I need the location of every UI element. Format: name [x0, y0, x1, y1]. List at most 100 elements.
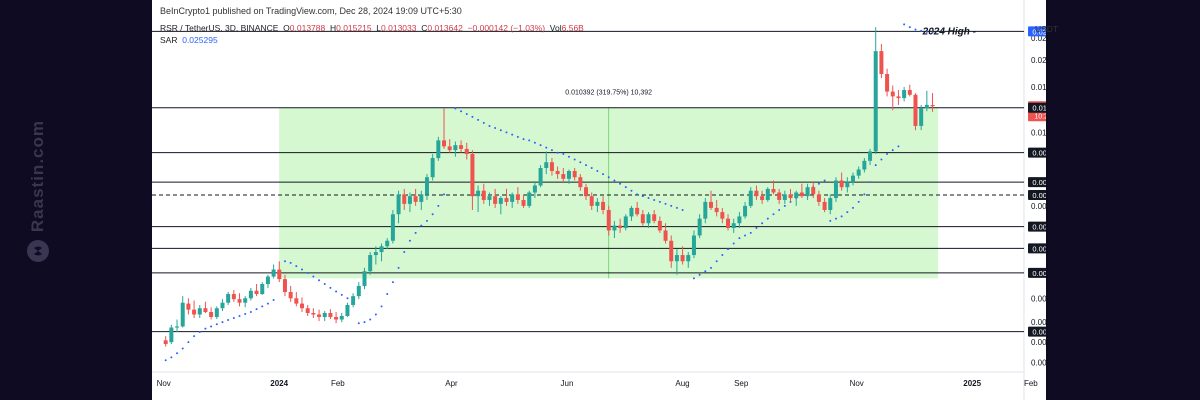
- candle-body-up[interactable]: [629, 207, 634, 217]
- candle-body-down[interactable]: [413, 196, 418, 202]
- level-price-tag[interactable]: [1028, 177, 1046, 188]
- candle-body-up[interactable]: [743, 205, 748, 217]
- candle-body-down[interactable]: [470, 154, 475, 197]
- candle-body-down[interactable]: [402, 194, 407, 204]
- candle-body-up[interactable]: [214, 308, 219, 317]
- candle-body-up[interactable]: [339, 315, 344, 320]
- candle-body-up[interactable]: [873, 51, 878, 152]
- candle-body-up[interactable]: [828, 198, 833, 210]
- candle-body-down[interactable]: [254, 290, 259, 295]
- candle-body-down[interactable]: [879, 51, 884, 75]
- candle-body-up[interactable]: [782, 194, 787, 200]
- candle-body-up[interactable]: [674, 255, 679, 262]
- candle-body-down[interactable]: [760, 196, 765, 200]
- level-price-tag[interactable]: [1028, 102, 1046, 113]
- candle-body-down[interactable]: [186, 303, 191, 310]
- candle-body-down[interactable]: [328, 313, 333, 317]
- candle-body-up[interactable]: [345, 304, 350, 316]
- candle-body-down[interactable]: [504, 198, 509, 202]
- candle-body-down[interactable]: [720, 212, 725, 219]
- level-price-tag[interactable]: [1028, 243, 1046, 254]
- candle-body-down[interactable]: [311, 313, 316, 315]
- candle-body-down[interactable]: [913, 94, 918, 126]
- candle-body-up[interactable]: [271, 269, 276, 277]
- candle-body-up[interactable]: [527, 192, 532, 206]
- candle-body-up[interactable]: [476, 190, 481, 197]
- candle-body-down[interactable]: [799, 192, 804, 197]
- candle-body-down[interactable]: [584, 187, 589, 197]
- candle-body-down[interactable]: [890, 91, 895, 97]
- candle-body-up[interactable]: [243, 298, 248, 303]
- candle-body-up[interactable]: [833, 180, 838, 199]
- candle-body-down[interactable]: [726, 218, 731, 228]
- candle-body-down[interactable]: [680, 255, 685, 262]
- candle-body-down[interactable]: [163, 340, 168, 345]
- candle-body-down[interactable]: [572, 170, 577, 178]
- candle-body-down[interactable]: [754, 190, 759, 197]
- candle-body-up[interactable]: [175, 326, 180, 328]
- candle-body-up[interactable]: [220, 302, 225, 309]
- level-price-tag[interactable]: [1028, 221, 1046, 232]
- candle-body-up[interactable]: [226, 294, 231, 303]
- candle-body-up[interactable]: [902, 90, 907, 99]
- candle-body-up[interactable]: [373, 252, 378, 256]
- candle-body-down[interactable]: [930, 104, 935, 107]
- candle-body-down[interactable]: [561, 174, 566, 179]
- candle-body-down[interactable]: [231, 294, 236, 300]
- candle-body-down[interactable]: [237, 299, 242, 303]
- candle-body-up[interactable]: [356, 285, 361, 297]
- candle-body-up[interactable]: [498, 198, 503, 204]
- candle-body-up[interactable]: [510, 194, 515, 202]
- level-price-tag[interactable]: [1028, 267, 1046, 278]
- candle-body-down[interactable]: [277, 269, 282, 280]
- candle-body-down[interactable]: [822, 201, 827, 210]
- symbol-label[interactable]: RSR / TetherUS, 3D, BINANCE: [160, 23, 279, 33]
- candle-body-up[interactable]: [794, 192, 799, 199]
- candle-body-down[interactable]: [811, 187, 816, 195]
- candle-body-up[interactable]: [430, 158, 435, 178]
- level-price-tag[interactable]: [1028, 190, 1046, 201]
- candle-body-up[interactable]: [765, 188, 770, 200]
- candle-body-up[interactable]: [390, 214, 395, 241]
- candle-body-up[interactable]: [265, 276, 270, 285]
- candle-body-up[interactable]: [260, 284, 265, 295]
- candle-body-down[interactable]: [493, 196, 498, 204]
- candle-body-down[interactable]: [640, 214, 645, 224]
- candle-body-down[interactable]: [618, 225, 623, 228]
- candle-body-up[interactable]: [566, 170, 571, 179]
- candle-body-up[interactable]: [703, 201, 708, 219]
- level-price-tag[interactable]: [1028, 147, 1046, 158]
- candle-body-down[interactable]: [334, 316, 339, 320]
- candle-body-down[interactable]: [578, 177, 583, 188]
- candle-body-up[interactable]: [368, 255, 373, 272]
- candle-body-down[interactable]: [464, 148, 469, 155]
- candle-body-down[interactable]: [635, 207, 640, 215]
- candle-body-down[interactable]: [555, 170, 560, 175]
- candle-body-down[interactable]: [601, 201, 606, 210]
- candle-body-down[interactable]: [481, 190, 486, 200]
- candle-body-up[interactable]: [868, 151, 873, 161]
- candle-body-up[interactable]: [379, 246, 384, 253]
- candle-body-down[interactable]: [606, 209, 611, 231]
- candle-body-down[interactable]: [652, 214, 657, 221]
- candle-body-up[interactable]: [487, 196, 492, 200]
- candle-body-up[interactable]: [851, 175, 855, 183]
- candle-body-up[interactable]: [424, 177, 429, 195]
- candle-body-up[interactable]: [737, 216, 742, 224]
- candle-body-down[interactable]: [294, 298, 299, 304]
- candle-body-up[interactable]: [351, 296, 356, 305]
- candle-body-up[interactable]: [805, 187, 810, 197]
- candle-body-up[interactable]: [612, 225, 617, 231]
- candle-body-up[interactable]: [419, 194, 424, 202]
- candle-body-up[interactable]: [862, 160, 867, 170]
- candle-body-down[interactable]: [663, 230, 668, 241]
- candle-body-up[interactable]: [385, 240, 390, 247]
- candle-body-up[interactable]: [919, 108, 924, 126]
- sar-price-tag[interactable]: [1028, 26, 1046, 37]
- candle-body-down[interactable]: [317, 314, 322, 317]
- candle-body-up[interactable]: [532, 185, 537, 193]
- candle-body-down[interactable]: [589, 196, 594, 206]
- candle-body-down[interactable]: [669, 240, 674, 262]
- sar-legend[interactable]: SAR 0.025295: [160, 35, 218, 45]
- candle-body-up[interactable]: [248, 290, 253, 299]
